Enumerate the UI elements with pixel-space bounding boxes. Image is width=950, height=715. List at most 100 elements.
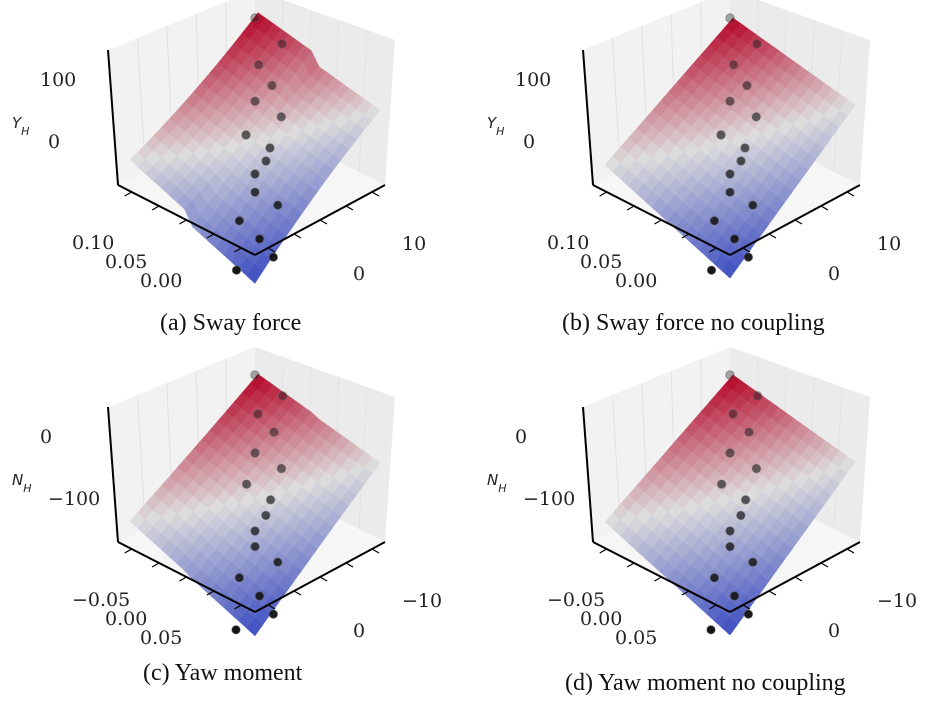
y-tick-mark <box>742 604 751 610</box>
scatter-point <box>261 156 271 166</box>
x-tick-label: 0.00 <box>140 270 182 292</box>
z-tick-label: −100 <box>48 488 100 510</box>
z-axis-line <box>582 406 594 543</box>
scatter-point <box>273 200 283 210</box>
y-tick-label: 0 <box>828 263 840 285</box>
y-tick-mark <box>293 233 302 239</box>
z-axis-label-sub: H <box>498 482 506 495</box>
y-tick-mark <box>846 548 855 554</box>
back-pane-left <box>108 0 255 185</box>
y-tick-label: 0 <box>353 620 365 642</box>
scatter-point <box>273 557 283 567</box>
scatter-point <box>261 510 271 521</box>
scatter-point <box>241 130 251 140</box>
scatter-point <box>744 427 754 437</box>
y-tick-mark <box>319 576 328 582</box>
scatter-point <box>736 510 746 521</box>
back-pane-left <box>583 0 730 185</box>
x-tick-label: −0.05 <box>72 589 130 611</box>
scatter-point <box>728 60 739 70</box>
z-axis-line <box>107 406 119 543</box>
x-tick-mark <box>626 562 635 568</box>
caption-d: (d) Yaw moment no coupling <box>565 670 846 696</box>
surface-patch <box>839 456 856 474</box>
y-tick-mark <box>846 191 855 197</box>
y-tick-label: −10 <box>877 590 917 612</box>
scatter-point <box>234 216 245 226</box>
x-tick-mark <box>234 247 242 253</box>
surface-patch <box>364 456 381 474</box>
scatter-point <box>736 156 746 166</box>
x-tick-mark <box>179 576 187 582</box>
y-tick-label: −10 <box>402 590 442 612</box>
scatter-point <box>725 13 735 23</box>
scatter-point <box>276 463 287 474</box>
scatter-point <box>250 96 260 106</box>
scatter-point <box>725 370 735 380</box>
y-tick-mark <box>319 219 328 225</box>
scatter-point <box>752 391 763 401</box>
x-tick-mark <box>151 562 160 568</box>
y-tick-mark <box>820 562 829 568</box>
scatter-point <box>725 187 735 197</box>
z-axis-label-sub: H <box>23 482 31 495</box>
scatter-point <box>709 573 720 583</box>
scatter-point <box>254 591 265 601</box>
z-axis-label: YH <box>487 114 504 138</box>
z-tick-label: 0 <box>523 131 535 153</box>
scatter-point <box>253 409 263 419</box>
x-tick-mark <box>654 219 662 225</box>
x-tick-label: 0.05 <box>140 627 182 649</box>
scatter-point <box>231 625 241 635</box>
y-tick-mark <box>794 219 803 225</box>
x-tick-mark <box>124 191 132 197</box>
scatter-point <box>751 112 761 122</box>
surface-patch <box>364 104 381 121</box>
z-axis-label-sub: H <box>496 125 504 138</box>
scatter-point <box>265 495 276 505</box>
z-tick-label: 0 <box>40 426 52 448</box>
scatter-point <box>725 96 735 106</box>
scatter-point <box>743 252 754 262</box>
z-axis-label: NH <box>487 471 507 495</box>
scatter-point <box>729 234 740 244</box>
z-axis-line <box>582 49 594 186</box>
x-tick-mark <box>206 590 215 596</box>
x-tick-label: 0.00 <box>615 270 657 292</box>
scatter-point <box>716 479 727 489</box>
scatter-point <box>742 80 752 91</box>
panel-d: NH 0 −100 −0.05 0.00 0.05 −10 0 <box>475 347 950 714</box>
scatter-point <box>241 479 252 489</box>
scatter-point <box>725 169 735 179</box>
y-tick-label: 10 <box>877 233 901 255</box>
z-axis-label-sub: H <box>21 125 29 138</box>
y-tick-mark <box>267 247 276 253</box>
scatter-point <box>231 265 242 275</box>
scatter-point <box>250 448 260 458</box>
panel-c: NH 0 −100 −0.05 0.00 0.05 −10 0 <box>0 347 475 714</box>
y-tick-mark <box>820 205 829 211</box>
y-tick-mark <box>345 205 354 211</box>
scatter-point <box>725 526 735 536</box>
y-tick-mark <box>768 590 777 596</box>
z-tick-label: 0 <box>48 131 60 153</box>
y-tick-mark <box>345 562 354 568</box>
z-tick-label: 100 <box>40 69 76 91</box>
x-tick-mark <box>681 233 690 239</box>
scatter-point <box>725 448 735 458</box>
y-tick-mark <box>371 191 380 197</box>
z-axis-label: NH <box>12 471 32 495</box>
x-tick-label: 0.00 <box>580 608 622 630</box>
scatter-point <box>728 409 738 419</box>
scatter-point <box>751 463 762 474</box>
panel-b: YH 100 0 0.10 0.05 0.00 10 0 <box>475 0 950 357</box>
scatter-point <box>276 112 286 122</box>
scatter-point <box>250 370 260 380</box>
z-tick-label: 100 <box>515 69 551 91</box>
scatter-point <box>250 13 260 23</box>
scatter-point <box>716 130 726 140</box>
scatter-point <box>268 252 279 262</box>
z-axis-label: YH <box>12 114 29 138</box>
